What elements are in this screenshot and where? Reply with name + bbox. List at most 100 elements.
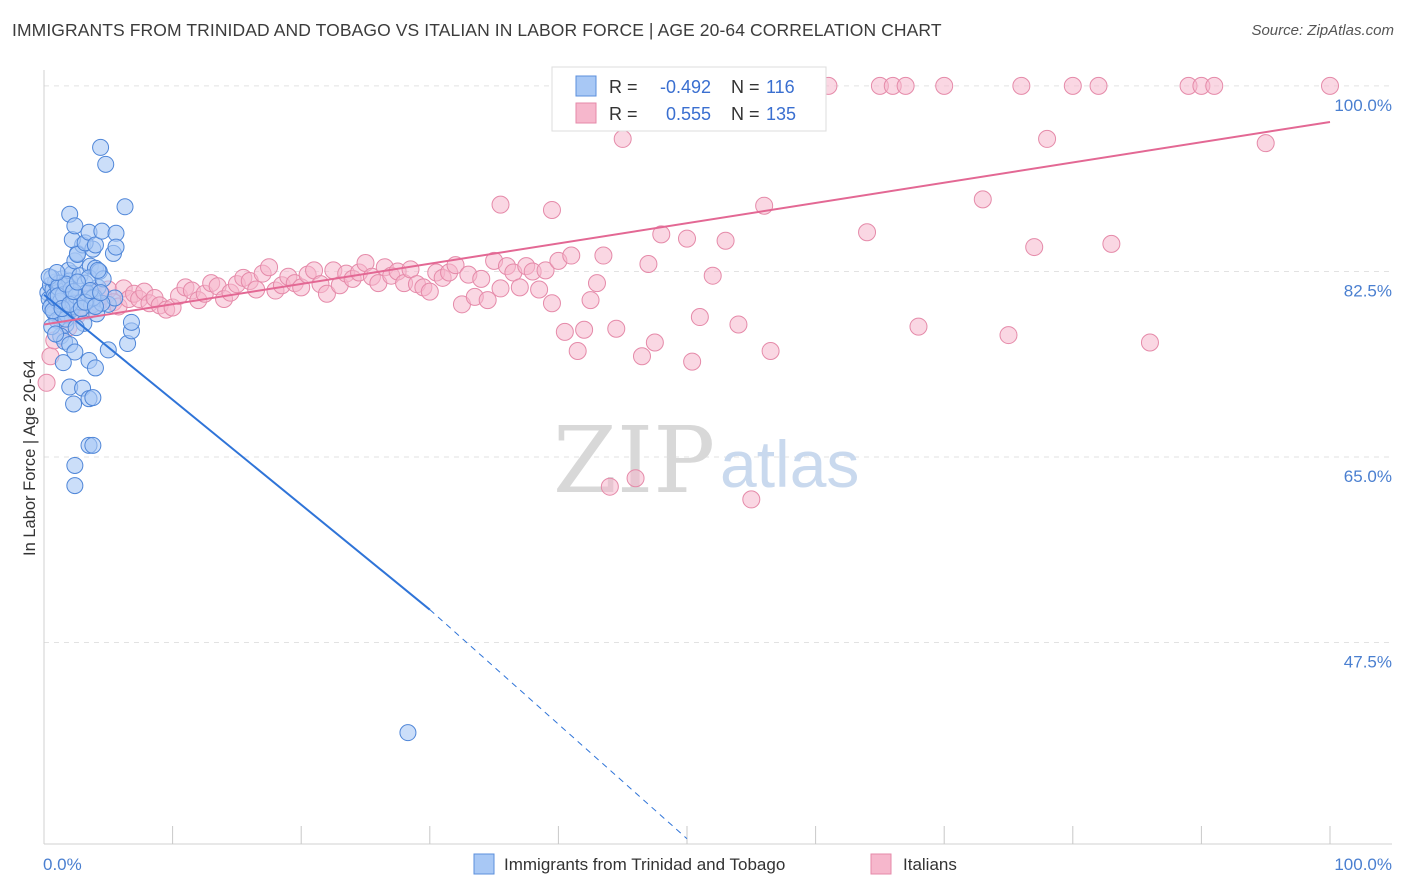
stats-legend-n-value: 135 (766, 104, 796, 124)
trinidad-point (107, 238, 125, 256)
italians-point (645, 333, 664, 352)
watermark-atlas: atlas (720, 427, 859, 501)
italians-point (683, 352, 702, 371)
trendlines (43, 120, 1331, 840)
italians-point (594, 246, 613, 265)
italians-point (1063, 76, 1082, 95)
stats-legend-swatch-pink (575, 102, 597, 124)
trinidad-point (86, 236, 104, 254)
italians-point (1102, 234, 1121, 253)
trinidad-point (48, 264, 66, 282)
x-tick-label-max: 100.0% (1334, 855, 1392, 874)
chart-title: IMMIGRANTS FROM TRINIDAD AND TOBAGO VS I… (12, 20, 942, 40)
italians-point (542, 200, 561, 219)
italians-point (600, 477, 619, 496)
trinidad-points (39, 138, 417, 742)
legend-label-trinidad: Immigrants from Trinidad and Tobago (504, 855, 785, 874)
stats-legend-r-label: R = (609, 104, 638, 124)
italians-point (575, 320, 594, 339)
italians-point (716, 231, 735, 250)
italians-point (317, 284, 336, 303)
italians-point (587, 274, 606, 293)
italians-point (678, 229, 696, 248)
italians-point (639, 255, 658, 274)
legend-swatch-trinidad (473, 853, 495, 875)
italians-points (37, 76, 1339, 509)
italians-point (607, 319, 626, 338)
y-tick-label: 100.0% (1334, 96, 1392, 115)
y-tick-labels: 47.5% 65.0% 82.5% 100.0% (1334, 96, 1392, 672)
watermark-zip: ZIP (553, 407, 715, 514)
italians-point (530, 280, 549, 299)
italians-point (491, 279, 510, 298)
italians-point (562, 246, 581, 265)
stats-legend-n-label: N = (731, 77, 760, 97)
legend-label-italians: Italians (903, 855, 957, 874)
stats-legend: R = -0.492 N = 116 R = 0.555 N = 135 (551, 66, 827, 132)
italians-point (478, 291, 497, 310)
y-tick-label: 82.5% (1344, 281, 1392, 300)
trinidad-point (68, 273, 86, 291)
trinidad-point (122, 313, 140, 331)
italians-point (581, 291, 600, 310)
italians-point (973, 190, 992, 209)
italians-point (613, 129, 632, 148)
trinidad-point (92, 284, 110, 302)
italians-point (729, 315, 748, 334)
stats-legend-r-value: -0.492 (660, 77, 711, 97)
italians-point (1205, 76, 1224, 95)
trinidad-point (66, 456, 84, 474)
italians-point (260, 258, 279, 277)
source-credit: Source: ZipAtlas.com (1251, 22, 1394, 39)
trinidad-point (66, 477, 84, 495)
trinidad-trendline-extension (429, 609, 688, 840)
trinidad-point (47, 325, 65, 343)
italians-point (555, 322, 574, 341)
italians-point (935, 76, 954, 95)
trinidad-point (93, 222, 111, 240)
italians-point (690, 308, 709, 327)
italians-point (632, 347, 651, 366)
stats-legend-frame (551, 66, 827, 132)
italians-point (703, 266, 722, 285)
italians-point (472, 269, 491, 288)
italians-point (652, 225, 671, 244)
trinidad-point (66, 217, 84, 235)
italians-point (1321, 76, 1339, 95)
italians-point (1140, 333, 1159, 352)
stats-legend-n-label: N = (731, 104, 760, 124)
italians-point (626, 469, 645, 488)
gridlines (44, 85, 1392, 644)
trinidad-point (86, 359, 104, 377)
trinidad-point (89, 261, 107, 279)
italians-point (761, 341, 780, 360)
trinidad-point (97, 155, 115, 173)
trinidad-point (68, 245, 86, 263)
trinidad-point (84, 389, 102, 407)
trinidad-point (116, 198, 134, 216)
italians-point (1038, 129, 1057, 148)
trinidad-point (66, 343, 84, 361)
italians-trendline (43, 120, 1331, 326)
italians-point (896, 76, 915, 95)
italians-point (1025, 238, 1044, 257)
axes (43, 70, 1392, 845)
trinidad-point (399, 724, 417, 742)
trinidad-point (54, 354, 72, 372)
italians-point (999, 326, 1018, 345)
legend-swatch-italians (870, 853, 892, 875)
italians-point (491, 195, 510, 214)
stats-legend-r-value: 0.555 (666, 104, 711, 124)
italians-point (1256, 134, 1275, 153)
stats-legend-n-value: 116 (766, 77, 795, 97)
trinidad-point (92, 138, 110, 156)
italians-point (1012, 76, 1031, 95)
italians-point (37, 373, 56, 392)
trinidad-point (99, 341, 117, 359)
y-axis-title: In Labor Force | Age 20-64 (21, 360, 39, 556)
stats-legend-r-label: R = (609, 77, 638, 97)
trinidad-point (65, 395, 83, 413)
italians-point (420, 282, 439, 301)
watermark: ZIP atlas (553, 407, 859, 514)
